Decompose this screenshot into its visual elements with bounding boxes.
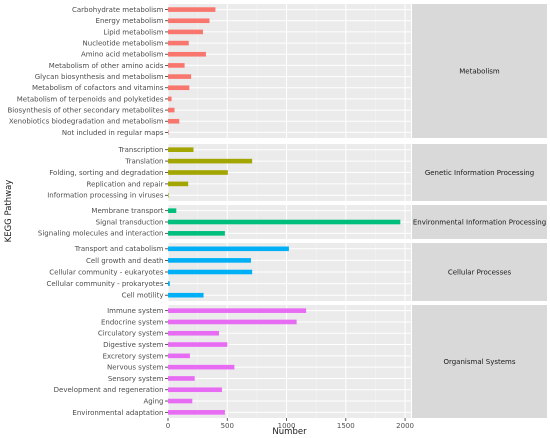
category-label: Lipid metabolism [103,28,163,36]
panels-layer [167,4,547,418]
bar [168,231,225,236]
category-label: Glycan biosynthesis and metabolism [35,73,164,81]
category-label: Not included in regular maps [62,129,164,137]
category-label: Cellular community - eukaryotes [49,268,164,276]
x-tick-label: 1000 [278,422,296,430]
facet-strip-label: Genetic Information Processing [425,169,534,177]
category-label: Cell growth and death [86,257,164,265]
bar [168,376,195,381]
category-label: Metabolism of terpenoids and polyketides [17,95,164,103]
facet-strip-label: Environmental Information Processing [413,219,546,227]
category-label: Amino acid metabolism [81,51,164,59]
category-label: Energy metabolism [96,17,164,25]
bar [168,208,177,213]
category-label: Carbohydrate metabolism [72,6,164,14]
bar [168,181,189,187]
bar [168,410,225,415]
category-label: Signaling molecules and interaction [38,230,164,238]
bar [168,258,251,263]
category-label: Metabolism of other amino acids [49,62,164,70]
category-label: Transcription [117,146,163,154]
bar [168,246,289,252]
bar [168,40,189,46]
bar [168,342,228,347]
bar [168,158,253,164]
bars-layer [168,7,401,415]
category-label: Environmental adaptation [72,409,163,417]
category-label: Immune system [107,307,164,315]
facet-strip-label: Organismal Systems [443,358,515,366]
facet-strip [412,144,547,201]
bar [168,118,180,124]
category-label: Sensory system [108,375,164,383]
bar [168,74,192,79]
category-label: Endocrine system [101,318,164,326]
facet-strip [412,205,547,239]
bar [168,107,175,113]
x-tick-label: 0 [166,422,170,430]
bar [168,319,297,325]
x-tick-label: 2000 [396,422,414,430]
facet-strip [412,243,547,301]
bar [168,353,190,359]
facet-strip [412,305,547,418]
bar [168,7,216,12]
facet-strip-label: Metabolism [459,68,500,76]
category-label: Folding, sorting and degradation [49,169,163,177]
x-tick-label: 500 [221,422,234,430]
bar [168,63,185,68]
category-label: Cellular community - prokaryotes [47,280,164,288]
category-label: Membrane transport [91,207,163,215]
bar [168,51,206,57]
category-label: Replication and repair [87,180,164,188]
category-label: Development and regeneration [54,386,164,394]
bar [168,292,204,298]
labels-layer: Metabolism Carbohydrate metabolism Energy … [7,6,546,430]
x-tick-label: 1500 [337,422,355,430]
bar [168,29,203,35]
facet-strip [412,4,547,138]
category-label: Biosynthesis of other secondary metaboli… [7,106,163,114]
category-label: Translation [124,158,163,166]
category-label: Circulatory system [98,330,164,338]
bar [168,387,222,393]
bar [168,330,219,336]
facet-strip-label: Cellular Processes [448,269,512,277]
category-label: Cell motility [122,292,164,300]
panel-background [168,4,411,138]
category-label: Aging [143,397,163,405]
bar [168,85,190,91]
bar [168,364,235,370]
bar [168,219,401,225]
category-label: Digestive system [103,341,164,349]
category-label: Nervous system [107,364,164,372]
category-label: Signal transduction [96,218,164,226]
bar [168,170,228,175]
y-axis-title: KEGG Pathway [4,180,14,243]
bar [168,398,193,404]
category-label: Nucleotide metabolism [83,39,164,47]
bar [168,269,253,275]
bar [168,18,210,24]
bar [168,281,170,286]
bar [168,193,169,198]
bar [168,130,169,135]
category-label: Transport and catabolism [74,245,164,253]
bar [168,147,194,152]
category-label: Information processing in viruses [47,192,164,200]
category-label: Xenobiotics biodegradation and metabolis… [9,118,164,126]
x-axis-title: Number [272,427,307,437]
bar [168,96,172,102]
category-label: Excretory system [103,352,164,360]
bar [168,308,307,313]
category-label: Metabolism of cofactors and vitamins [32,84,164,92]
